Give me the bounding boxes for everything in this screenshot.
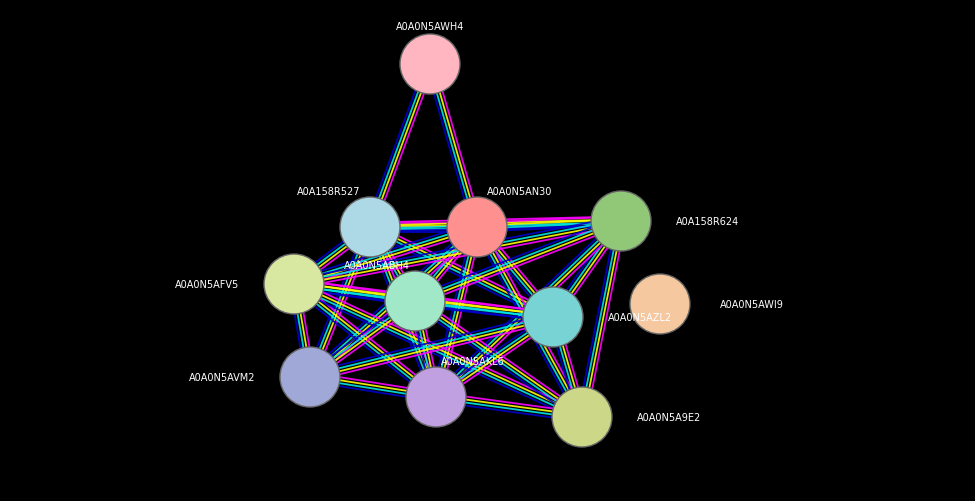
Text: A0A0N5ABH4: A0A0N5ABH4	[344, 261, 410, 271]
Circle shape	[591, 191, 651, 252]
Circle shape	[264, 255, 324, 314]
Circle shape	[552, 387, 612, 447]
Circle shape	[447, 197, 507, 258]
Text: A0A0N5AWI9: A0A0N5AWI9	[720, 300, 784, 310]
Text: A0A158R527: A0A158R527	[296, 187, 360, 196]
Text: A0A0N5AKL6: A0A0N5AKL6	[441, 356, 505, 366]
Text: A0A0N5A9E2: A0A0N5A9E2	[637, 412, 701, 422]
Circle shape	[340, 197, 400, 258]
Circle shape	[406, 367, 466, 427]
Text: A0A0N5AWH4: A0A0N5AWH4	[396, 22, 464, 32]
Text: A0A0N5AN30: A0A0N5AN30	[487, 187, 553, 196]
Text: A0A0N5AVM2: A0A0N5AVM2	[188, 372, 255, 382]
Circle shape	[400, 35, 460, 95]
Circle shape	[385, 272, 445, 331]
Circle shape	[280, 347, 340, 407]
Circle shape	[523, 288, 583, 347]
Text: A0A0N5AZL2: A0A0N5AZL2	[608, 313, 672, 322]
Text: A0A0N5AFV5: A0A0N5AFV5	[175, 280, 239, 290]
Text: A0A158R624: A0A158R624	[676, 216, 739, 226]
Circle shape	[630, 275, 690, 334]
